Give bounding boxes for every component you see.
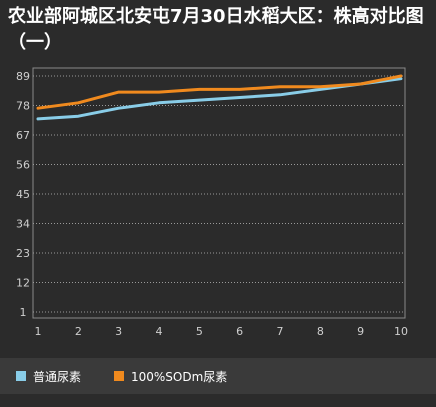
y-tick-label-78: 78 [16, 100, 30, 113]
legend-label-series-2: 100%SODm尿素 [131, 368, 227, 385]
legend-swatch-series-2 [114, 371, 124, 381]
x-tick-label-6: 6 [236, 325, 243, 338]
data-point-series-1-x1 [37, 118, 39, 120]
axis-layer: 1122334455667788912345678910 [16, 70, 408, 338]
x-tick-label-7: 7 [277, 325, 284, 338]
data-point-series-2-x6 [238, 88, 240, 90]
data-point-series-2-x1 [37, 107, 39, 109]
x-tick-label-9: 9 [357, 325, 364, 338]
data-point-series-2-x2 [77, 102, 79, 104]
data-point-series-1-x3 [117, 107, 119, 109]
y-tick-label-12: 12 [16, 277, 30, 290]
legend-item-series-2[interactable]: 100%SODm尿素 [114, 368, 227, 384]
y-tick-label-56: 56 [16, 159, 30, 172]
data-point-series-2-x5 [198, 88, 200, 90]
data-point-series-1-x2 [77, 115, 79, 117]
series-line-2 [38, 76, 401, 108]
y-tick-label-34: 34 [16, 218, 30, 231]
x-tick-label-10: 10 [394, 325, 408, 338]
x-tick-label-2: 2 [75, 325, 82, 338]
data-point-series-2-x10 [400, 75, 402, 77]
data-point-series-2-x3 [117, 91, 119, 93]
grid-layer [33, 68, 405, 318]
y-tick-label-23: 23 [16, 247, 30, 260]
data-point-series-1-x4 [158, 102, 160, 104]
data-point-series-1-x8 [319, 88, 321, 90]
data-point-series-2-x8 [319, 86, 321, 88]
data-point-series-1-x5 [198, 99, 200, 101]
data-point-series-2-x4 [158, 91, 160, 93]
x-tick-label-8: 8 [317, 325, 324, 338]
data-point-series-2-x7 [279, 86, 281, 88]
legend-label-series-1: 普通尿素 [33, 368, 81, 385]
data-point-series-2-x9 [359, 83, 361, 85]
x-tick-label-3: 3 [115, 325, 122, 338]
legend-item-series-1[interactable]: 普通尿素 [16, 368, 81, 384]
y-tick-label-45: 45 [16, 188, 30, 201]
legend: 普通尿素 100%SODm尿素 [0, 358, 436, 394]
y-tick-label-67: 67 [16, 129, 30, 142]
x-tick-label-1: 1 [35, 325, 42, 338]
x-tick-label-5: 5 [196, 325, 203, 338]
data-point-series-1-x6 [238, 96, 240, 98]
data-point-series-1-x10 [400, 77, 402, 79]
data-point-series-1-x7 [279, 94, 281, 96]
y-tick-label-89: 89 [16, 70, 30, 83]
x-tick-label-4: 4 [156, 325, 163, 338]
legend-swatch-series-1 [16, 371, 26, 381]
y-tick-label-1: 1 [20, 306, 27, 319]
series-layer [37, 75, 402, 120]
